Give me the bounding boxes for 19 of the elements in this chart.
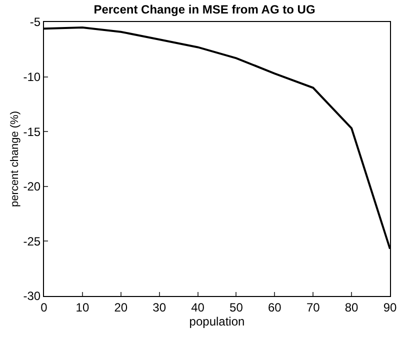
- y-tick-label: -15: [23, 124, 41, 139]
- x-tick-label: 0: [40, 300, 48, 314]
- chart-title: Percent Change in MSE from AG to UG: [94, 2, 316, 16]
- x-tick-label: 90: [383, 300, 397, 314]
- x-tick-label: 70: [306, 300, 320, 314]
- x-tick-label: 50: [230, 300, 244, 314]
- y-tick-label: -25: [23, 234, 41, 248]
- y-tick-label: -10: [23, 70, 41, 84]
- y-tick-label: -20: [23, 180, 41, 194]
- x-tick-label: 10: [76, 300, 90, 314]
- x-tick-label: 40: [191, 300, 205, 314]
- x-tick-label: 80: [344, 300, 359, 314]
- x-tick-label: 60: [268, 300, 282, 314]
- y-tick-label: -5: [30, 15, 41, 30]
- x-axis-title: population: [189, 314, 245, 328]
- x-tick-label: 20: [114, 300, 128, 314]
- x-tick-label: 30: [152, 300, 166, 314]
- y-tick-label: -30: [23, 289, 41, 304]
- y-axis-title: percent change (%): [8, 111, 21, 207]
